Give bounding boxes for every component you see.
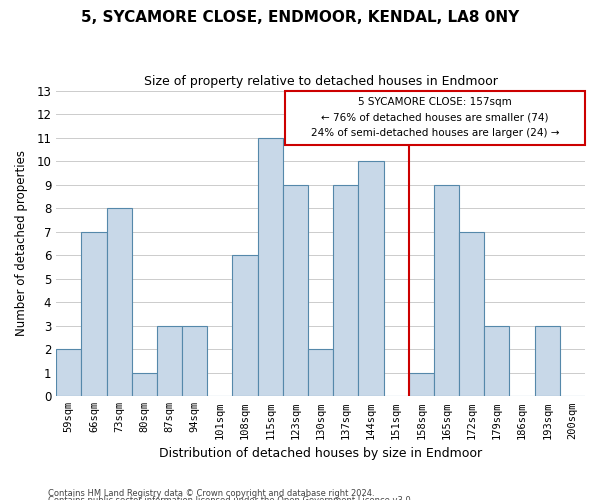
Text: Contains HM Land Registry data © Crown copyright and database right 2024.: Contains HM Land Registry data © Crown c… [48,488,374,498]
Bar [459,232,484,396]
Bar [535,326,560,396]
Bar [157,326,182,396]
Bar [484,326,509,396]
Bar [409,373,434,396]
Bar [107,208,132,396]
Text: Contains public sector information licensed under the Open Government Licence v3: Contains public sector information licen… [48,496,413,500]
Bar [308,350,333,397]
Bar [132,373,157,396]
X-axis label: Distribution of detached houses by size in Endmoor: Distribution of detached houses by size … [159,447,482,460]
Bar [82,232,107,396]
Text: 5 SYCAMORE CLOSE: 157sqm
← 76% of detached houses are smaller (74)
24% of semi-d: 5 SYCAMORE CLOSE: 157sqm ← 76% of detach… [311,97,559,138]
Bar [283,184,308,396]
Text: 5, SYCAMORE CLOSE, ENDMOOR, KENDAL, LA8 0NY: 5, SYCAMORE CLOSE, ENDMOOR, KENDAL, LA8 … [81,10,519,25]
Title: Size of property relative to detached houses in Endmoor: Size of property relative to detached ho… [143,75,497,88]
Bar [257,138,283,396]
Bar [182,326,207,396]
Bar [434,184,459,396]
Bar [358,161,383,396]
Bar [56,350,82,397]
Bar [333,184,358,396]
Bar [286,90,585,144]
Bar [232,255,257,396]
Y-axis label: Number of detached properties: Number of detached properties [15,150,28,336]
